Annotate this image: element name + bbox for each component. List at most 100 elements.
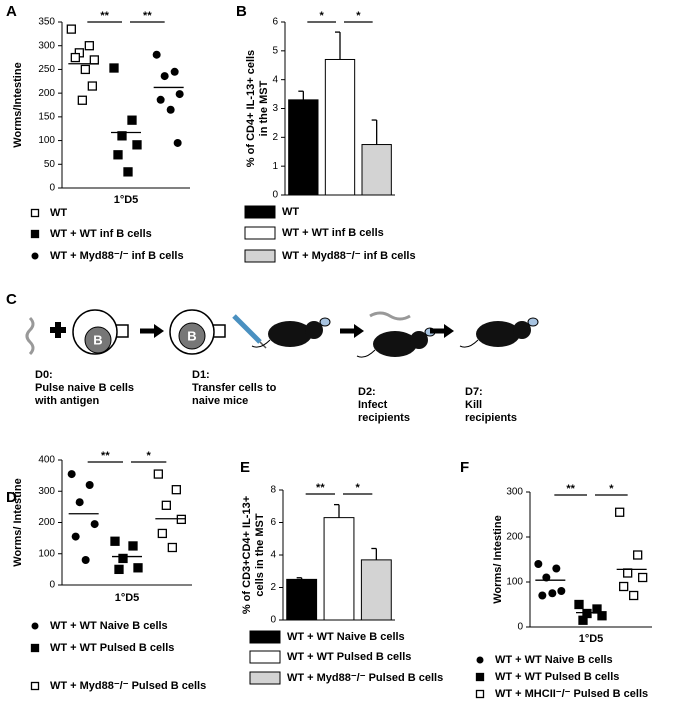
point <box>623 568 633 578</box>
point <box>118 553 128 564</box>
legend-label: WT <box>282 206 299 218</box>
head <box>410 331 428 349</box>
y-axis-label: Worms/Intestine <box>12 62 24 147</box>
point <box>80 64 90 75</box>
arrow-head <box>354 324 364 338</box>
y-tick-label: 200 <box>38 88 55 99</box>
point <box>89 55 99 65</box>
y-tick-label: 4 <box>270 550 276 561</box>
worm <box>25 316 35 356</box>
legend-label: WT + Myd88⁻/⁻ inf B cells <box>282 250 416 262</box>
point <box>114 564 124 575</box>
step-text: Pulse naive B cells <box>35 382 134 394</box>
significance-label: ** <box>143 10 152 22</box>
step-text: recipients <box>358 412 410 424</box>
y-tick-label: 3 <box>272 103 278 114</box>
point <box>66 24 76 34</box>
y-axis-label: Worms/ Intestine <box>492 515 504 603</box>
arrow-head <box>444 324 454 338</box>
panel-letter: B <box>236 3 247 20</box>
step-text: Infect <box>358 399 388 411</box>
y-axis-label: % of CD4+ IL-13+ cells <box>245 50 257 167</box>
y-tick-label: 0 <box>517 622 523 633</box>
mouse <box>459 317 539 348</box>
point <box>87 81 97 91</box>
point <box>128 541 138 551</box>
y-axis-label: % of CD3+CD4+ IL-13+ <box>241 496 253 614</box>
legend-marker <box>31 622 39 630</box>
step-text: Kill <box>465 399 482 411</box>
legend-label: WT + Myd88⁻/⁻ Pulsed B cells <box>287 672 443 684</box>
point <box>552 564 561 573</box>
point <box>70 52 80 63</box>
y-tick-label: 350 <box>38 17 55 28</box>
legend-marker <box>30 229 40 239</box>
step-day: D7: <box>465 386 483 398</box>
y-axis-label: Worms/ Intestine <box>12 478 24 566</box>
ear <box>527 317 539 327</box>
legend-swatch <box>244 226 276 240</box>
chart-panel: F 0 100 200 300 Worms/ Intestine WT + WT Naive… <box>460 459 652 700</box>
point <box>542 573 551 582</box>
legend-label: WT + Myd88⁻/⁻ inf B cells <box>50 250 184 262</box>
point <box>633 550 643 560</box>
legend-label: WT + Myd88⁻/⁻ Pulsed B cells <box>50 680 206 692</box>
point <box>133 563 143 573</box>
y-tick-label: 100 <box>506 577 523 588</box>
point <box>156 95 165 104</box>
point <box>81 556 90 564</box>
step-day: D2: <box>358 386 376 398</box>
y-tick-label: 6 <box>270 517 276 528</box>
point <box>619 581 629 592</box>
x-axis-label: 1°D5 <box>115 592 140 604</box>
y-tick-label: 300 <box>506 487 523 498</box>
point <box>557 587 566 595</box>
point <box>538 591 547 600</box>
legend-label: WT + WT Naive B cells <box>287 631 405 643</box>
legend-swatch <box>244 205 276 219</box>
legend-marker <box>30 208 40 218</box>
head <box>305 321 323 339</box>
legend-marker <box>476 656 484 664</box>
legend-swatch <box>249 671 281 685</box>
diagram-c: C B B <box>6 291 539 358</box>
step-day: D0: <box>35 369 53 381</box>
y-tick-label: 200 <box>506 532 523 543</box>
legend-label: WT + MHCII⁻/⁻ Pulsed B cells <box>495 688 648 700</box>
legend-marker <box>475 672 485 682</box>
point <box>170 67 179 76</box>
y-tick-label: 50 <box>44 159 56 170</box>
chart-panel: B 0 1 2 3 4 5 6 % of CD4+ IL-13+ cells in the MST… <box>236 3 416 263</box>
point <box>171 485 181 495</box>
y-tick-label: 0 <box>272 190 278 201</box>
bar <box>288 99 319 196</box>
cell-label: B <box>93 332 102 347</box>
point <box>90 520 99 529</box>
point <box>534 560 543 568</box>
point <box>123 167 133 177</box>
step-text: recipients <box>465 412 517 424</box>
worm <box>369 311 411 321</box>
legend-label: WT + WT Naive B cells <box>50 620 168 632</box>
bar <box>360 559 392 621</box>
bar <box>324 58 356 196</box>
point <box>615 507 625 517</box>
step-text: naive mice <box>192 395 248 407</box>
tail <box>356 349 376 358</box>
significance-label: * <box>320 10 325 22</box>
step-text: Transfer cells to <box>192 382 277 394</box>
tail <box>251 339 271 348</box>
y-tick-label: 150 <box>38 111 55 122</box>
body <box>373 331 417 357</box>
legend-marker <box>475 689 485 699</box>
body <box>268 321 312 347</box>
step-text: with antigen <box>34 395 99 407</box>
legend-label: WT + WT Naive B cells <box>495 654 613 666</box>
body <box>476 321 520 347</box>
chart-panel: E 0 2 4 6 8 % of CD3+CD4+ IL-13+ cells in the M… <box>240 459 443 685</box>
y-tick-label: 0 <box>49 183 55 194</box>
point <box>629 590 639 601</box>
significance-label: ** <box>101 450 110 462</box>
legend-label: WT + WT Pulsed B cells <box>495 671 619 683</box>
legend-swatch <box>249 630 281 644</box>
